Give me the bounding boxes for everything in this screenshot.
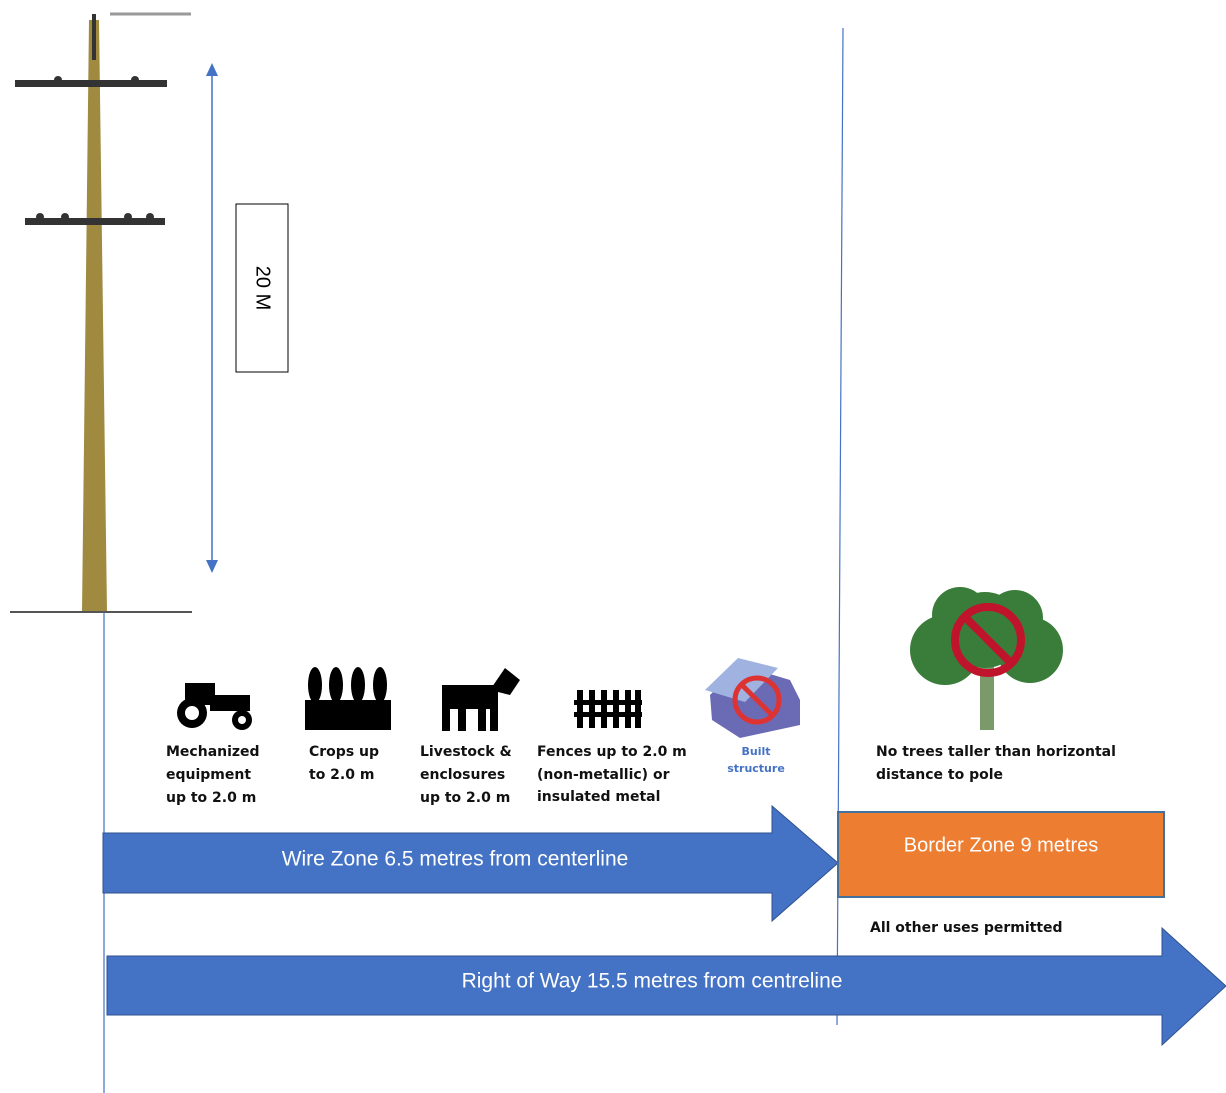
tractor-icon <box>177 683 252 730</box>
height-box <box>235 203 289 373</box>
tree-note: No trees taller than horizontal distance … <box>876 744 1116 783</box>
right-of-way-arrow <box>106 926 1226 1047</box>
goat-icon <box>442 668 520 731</box>
wire-zone-arrow <box>102 804 839 923</box>
use-label: Mechanized equipment up to 2.0 m <box>166 744 260 806</box>
use-label: Livestock & enclosures up to 2.0 m <box>420 744 512 806</box>
height-arrow <box>206 63 218 573</box>
text-line: (non-metallic) or <box>537 767 670 783</box>
border-zone-label: Border Zone 9 metres <box>904 834 1099 856</box>
use-label: Built structure <box>727 745 785 775</box>
crops-icon <box>305 667 391 730</box>
right-of-way-label: Right of Way 15.5 metres from centreline <box>462 970 843 993</box>
text-line: No trees taller than horizontal <box>876 744 1116 760</box>
text-line: insulated metal <box>537 789 660 805</box>
text-line: up to 2.0 m <box>166 790 256 806</box>
text-line: Fences up to 2.0 m <box>537 744 687 760</box>
text-line: Livestock & <box>420 744 512 760</box>
use-label: Fences up to 2.0 m (non-metallic) or insul… <box>537 744 687 805</box>
wire-zone-label: Wire Zone 6.5 metres from centerline <box>282 848 629 871</box>
border-zone-box <box>837 811 1165 898</box>
border-zone-note: All other uses permitted <box>870 920 1063 936</box>
text-line: up to 2.0 m <box>420 790 510 806</box>
building-icon <box>705 658 800 738</box>
text-line: structure <box>727 762 785 775</box>
text-line: Built <box>741 745 770 758</box>
text-line: enclosures <box>420 767 505 783</box>
text-line: to 2.0 m <box>309 767 374 783</box>
text-line: distance to pole <box>876 767 1003 783</box>
text-line: equipment <box>166 767 251 783</box>
text-line: Crops up <box>309 744 379 760</box>
height-label: 20 M <box>252 266 274 310</box>
fence-icon <box>574 690 642 728</box>
use-label: Crops up to 2.0 m <box>309 744 379 783</box>
text-line: Mechanized <box>166 744 260 760</box>
pole <box>10 12 192 613</box>
tree-icon <box>910 587 1063 730</box>
